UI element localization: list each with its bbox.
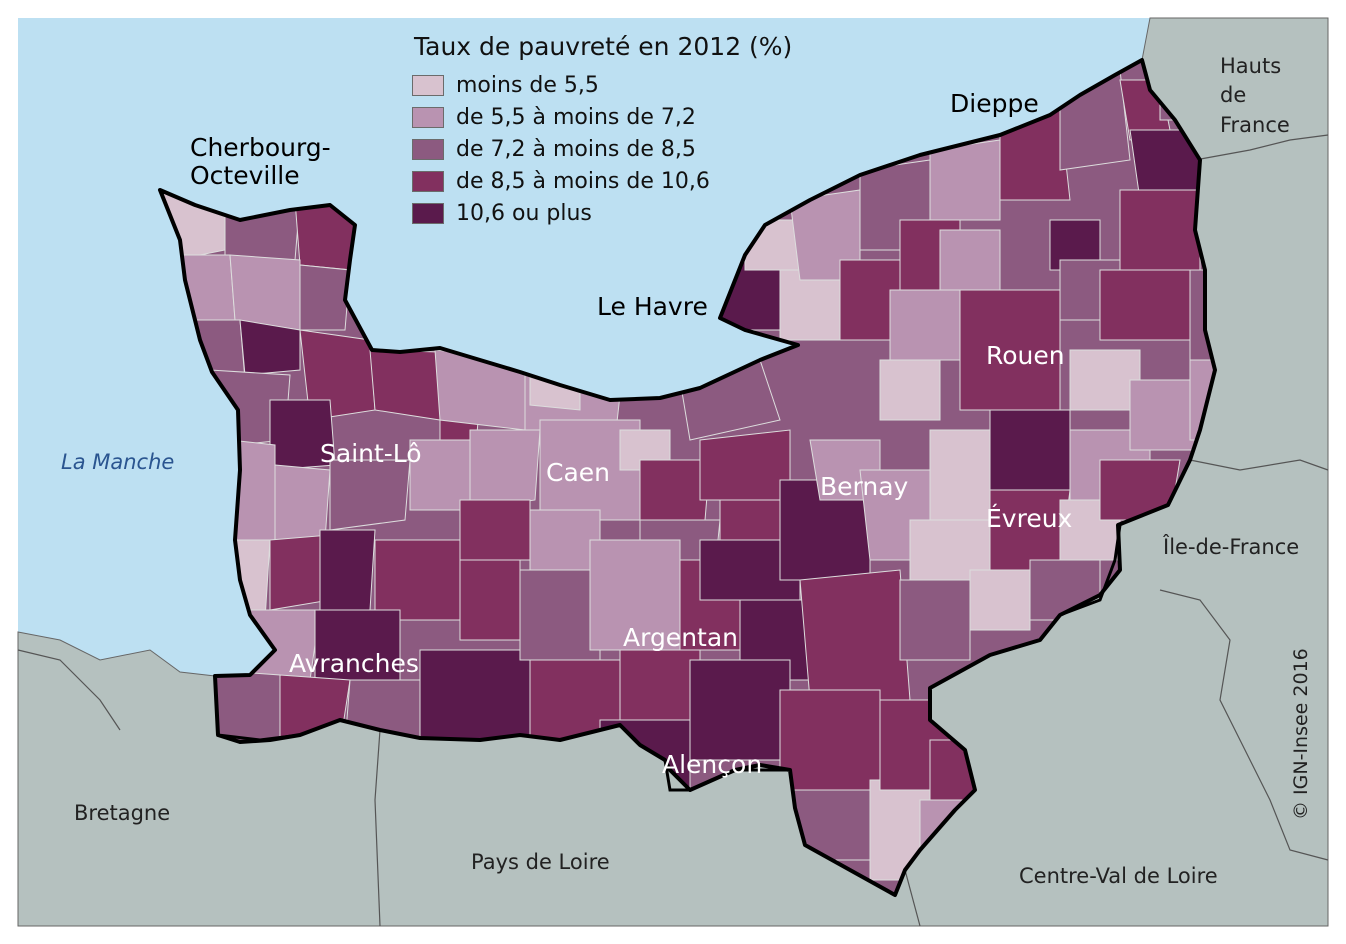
legend-swatch	[412, 74, 444, 96]
city-label-bernay: Bernay	[820, 472, 909, 501]
legend-swatch	[412, 106, 444, 128]
legend-label: de 7,2 à moins de 8,5	[456, 136, 696, 162]
sea-label: La Manche	[61, 450, 175, 474]
city-label-cherbourg: Cherbourg- Octeville	[190, 133, 331, 190]
city-label-dieppe: Dieppe	[950, 89, 1039, 118]
legend-item: moins de 5,5	[412, 69, 832, 101]
copyright-text: © IGN-Insee 2016	[1290, 648, 1312, 820]
legend-label: moins de 5,5	[456, 72, 599, 98]
department-borders	[217, 524, 1122, 792]
city-label-avranches: Avranches	[289, 649, 419, 678]
region-separator-lines	[17, 134, 1329, 927]
legend-item: de 5,5 à moins de 7,2	[412, 101, 832, 133]
city-label-rouen: Rouen	[986, 341, 1065, 370]
region-label-centre-val-de-loire: Centre-Val de Loire	[1019, 864, 1218, 888]
legend-swatch	[412, 202, 444, 224]
legend-swatch	[412, 138, 444, 160]
city-label-alencon: Alençon	[662, 750, 763, 779]
legend-label: 10,6 ou plus	[456, 200, 592, 226]
map-legend: Taux de pauvreté en 2012 (%) moins de 5,…	[412, 32, 832, 229]
legend-title: Taux de pauvreté en 2012 (%)	[414, 32, 793, 61]
region-label-ile-de-france: Île-de-France	[1163, 535, 1300, 559]
region-label-hauts-de-france: Hauts de France	[1220, 54, 1290, 137]
legend-item: de 7,2 à moins de 8,5	[412, 133, 832, 165]
legend-label: de 5,5 à moins de 7,2	[456, 104, 696, 130]
legend-item: de 8,5 à moins de 10,6	[412, 165, 832, 197]
city-label-saint-lo: Saint-Lô	[320, 439, 422, 468]
legend-label: de 8,5 à moins de 10,6	[456, 168, 710, 194]
legend-item: 10,6 ou plus	[412, 197, 832, 229]
legend-swatch	[412, 170, 444, 192]
city-label-caen: Caen	[546, 458, 611, 487]
city-label-le-havre: Le Havre	[597, 292, 708, 321]
city-label-evreux: Évreux	[986, 504, 1073, 533]
region-label-bretagne: Bretagne	[74, 801, 171, 825]
city-label-argentan: Argentan	[623, 623, 739, 652]
region-label-pays-de-loire: Pays de Loire	[471, 850, 610, 874]
